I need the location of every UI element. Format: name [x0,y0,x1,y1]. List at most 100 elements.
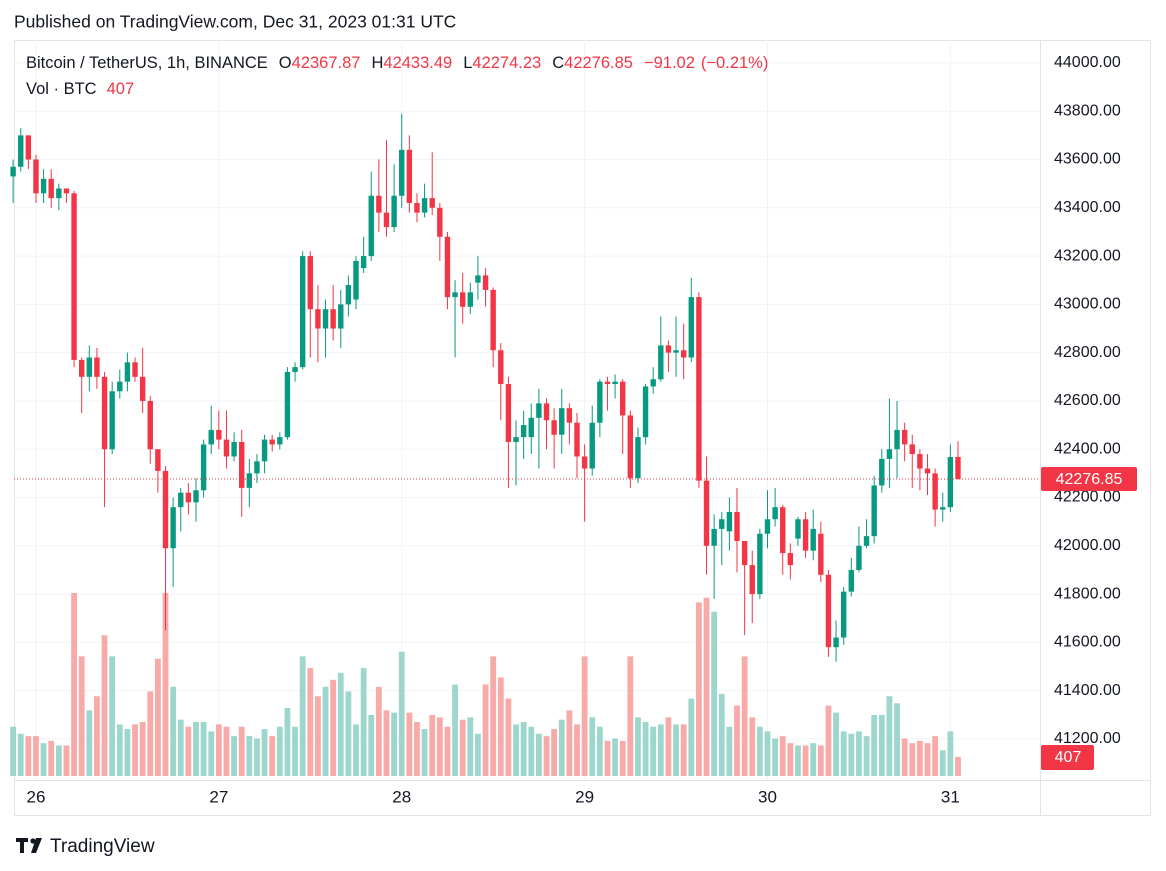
x-tick-label: 31 [941,787,960,806]
ohlc-label: O [278,54,292,72]
volume-bar [688,698,695,776]
volume-bar [444,726,451,776]
volume-bar [535,733,542,776]
change: −91.02 [643,54,695,72]
y-tick-label: 43400.00 [1054,199,1121,216]
candle-body [86,357,93,377]
volume-bar [375,686,382,776]
volume-bar [337,672,344,776]
candle-body [482,275,489,290]
candle-body [917,454,923,469]
candle-body [132,362,138,377]
volume-bar [749,717,756,776]
candle-body [94,357,100,377]
volume-bar [817,745,824,776]
candle-body [467,292,474,307]
logo [16,838,42,853]
candle-body [444,236,451,298]
candle-body [490,289,496,351]
volume-bar [680,724,687,776]
candle-body [71,193,77,360]
candle-body [25,135,32,160]
volume-bar [109,656,116,776]
candle-body [48,178,54,199]
volume-bar [718,693,725,776]
high-value: 42433.49 [383,54,453,72]
candle-body [63,188,70,194]
volume-bar [825,705,832,776]
ohlc-label: L [463,54,473,72]
volume-bar [246,736,253,776]
candle-body [772,507,778,520]
volume-bar [955,756,961,776]
candle-body [795,519,801,539]
volume-bar [894,703,900,776]
volume-label: 407 [1055,749,1082,766]
last-price-label: 42276.85 [1056,471,1123,488]
candle-body [871,485,877,537]
candle-body [246,473,253,488]
volume-bar [726,726,733,776]
candle-body [261,439,268,462]
volume-bar [513,724,519,776]
candle-body [414,202,420,213]
candle-body [658,345,664,380]
volume-bar [543,736,550,776]
candle-body [749,565,755,595]
candle-body [909,444,915,455]
volume-bar [772,738,779,776]
candle-body [391,195,397,228]
volume-bar [436,717,443,776]
volume-bar [703,597,710,776]
volume-bar [863,736,870,776]
volume-bar [947,731,954,776]
candle-body [802,519,809,551]
volume-bar [619,740,626,776]
volume-bar [604,740,611,776]
volume-bar [33,736,39,776]
candle-body [901,429,908,445]
volume-bar [63,745,70,776]
volume-bar [40,743,47,776]
volume-bar [368,715,375,776]
volume-bar [848,733,855,776]
candle-body [117,381,123,392]
volume-bar [642,722,649,776]
volume-bar [741,656,748,776]
candle-body [879,458,885,486]
volume-bar [505,698,512,776]
volume-bar [734,705,740,776]
volume-bar [48,740,55,776]
volume-bar [916,740,923,776]
candle-body [330,309,336,329]
candle-body [269,439,275,445]
volume-bar [360,668,367,776]
candle-body [139,376,146,401]
candle-body [726,512,733,532]
x-tick-label: 28 [392,787,411,806]
volume-bar [208,731,215,776]
candle-body [932,473,938,510]
candle-body [292,367,298,372]
candle-body [170,507,176,549]
volume-bar [932,736,939,776]
volume-bar [901,738,908,776]
volume-bar [490,656,497,776]
volume-bar [185,726,192,776]
candle-body [680,350,687,358]
candle-body [940,507,946,510]
candle-body [597,381,603,423]
volume-bar [132,724,138,776]
candle-body [787,553,794,566]
volume-bar [840,731,847,776]
volume-bar [116,724,123,776]
x-tick-label: 27 [209,787,228,806]
volume-bar [238,726,245,776]
volume-bar [25,736,32,776]
candle-body [635,437,641,479]
volume-bar [764,731,771,776]
close-value: 42276.85 [564,54,633,72]
candle-body [498,350,504,385]
volume-box [1041,745,1094,770]
volume-bar [276,726,283,776]
